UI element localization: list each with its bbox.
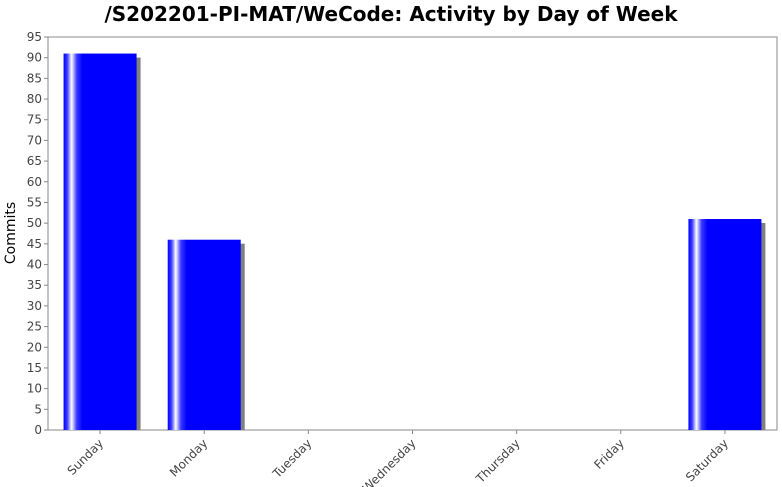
y-tick-label: 55 xyxy=(27,195,42,209)
bar-sunday xyxy=(63,53,137,431)
x-tick-label-monday: Monday xyxy=(167,436,210,479)
y-tick-label: 30 xyxy=(27,299,42,313)
y-tick-label: 75 xyxy=(27,113,42,127)
y-tick-label: 70 xyxy=(27,133,42,147)
y-tick-label: 5 xyxy=(34,402,42,416)
chart-title: /S202201-PI-MAT/WeCode: Activity by Day … xyxy=(104,2,678,26)
x-tick-label-tuesday: Tuesday xyxy=(269,436,314,481)
plot-area xyxy=(47,36,778,431)
y-tick-label: 95 xyxy=(27,30,42,44)
y-tick-label: 90 xyxy=(27,51,42,65)
bar-monday xyxy=(167,239,241,430)
y-tick-label: 35 xyxy=(27,278,42,292)
y-tick-label: 15 xyxy=(27,361,42,375)
x-tick-label-saturday: Saturday xyxy=(683,436,731,484)
y-tick-label: 45 xyxy=(27,237,42,251)
x-tick-label-sunday: Sunday xyxy=(65,436,107,478)
y-tick-label: 85 xyxy=(27,71,42,85)
y-tick-label: 65 xyxy=(27,154,42,168)
y-axis-title: Commits xyxy=(3,202,19,264)
x-tick-label-friday: Friday xyxy=(591,436,627,472)
y-tick-label: 20 xyxy=(27,340,42,354)
x-tick-label-thursday: Thursday xyxy=(473,436,523,486)
y-tick-label: 25 xyxy=(27,320,42,334)
y-tick-label: 0 xyxy=(34,423,42,437)
bar-saturday xyxy=(688,219,762,430)
y-tick-label: 80 xyxy=(27,92,42,106)
y-tick-label: 40 xyxy=(27,258,42,272)
x-tick-label-wednesday: Wednesday xyxy=(360,436,419,487)
y-tick-label: 50 xyxy=(27,216,42,230)
y-tick-label: 60 xyxy=(27,175,42,189)
y-tick-label: 10 xyxy=(27,382,42,396)
